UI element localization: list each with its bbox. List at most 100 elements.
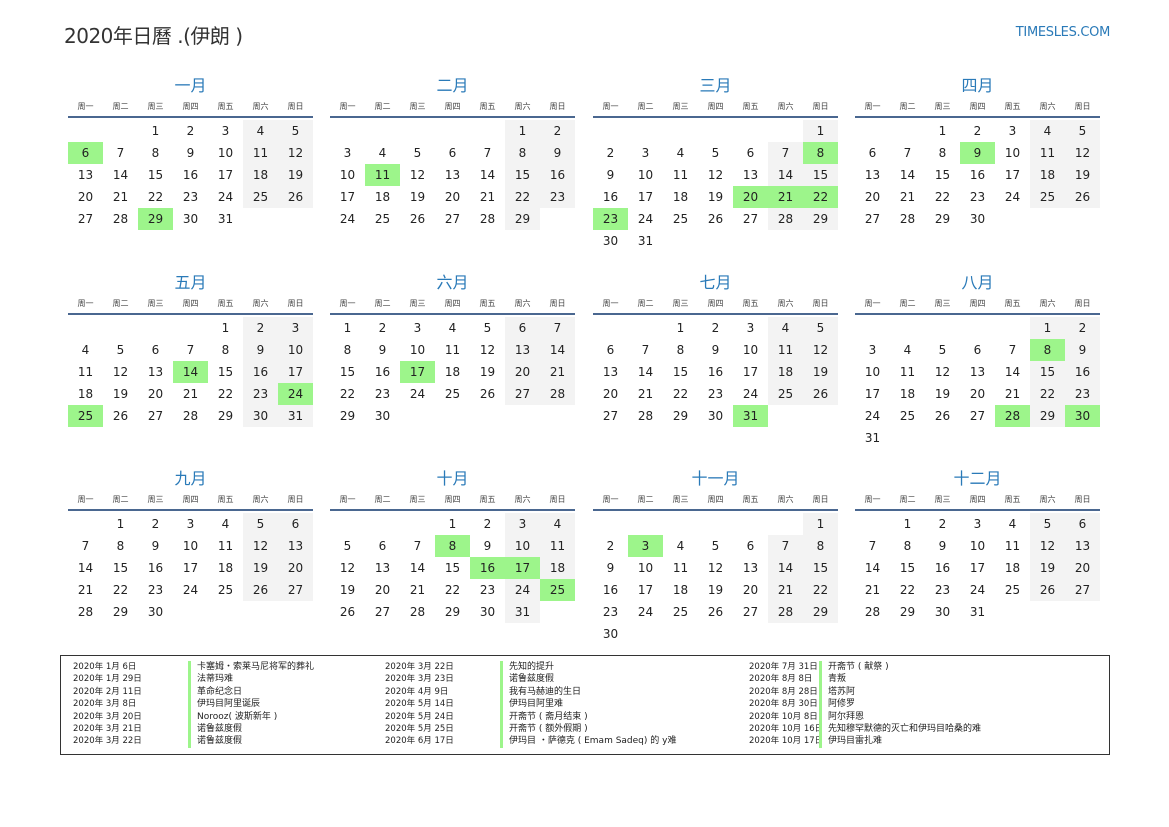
day[interactable]: 7 [186,343,195,357]
day[interactable]: 9 [378,343,387,357]
day[interactable]: 25 [217,583,234,597]
day[interactable]: 21 [637,387,654,401]
day[interactable]: 30 [602,627,619,641]
day[interactable]: 26 [479,387,496,401]
day[interactable]: 5 [711,539,720,553]
holiday-day[interactable]: 23 [593,208,628,230]
day[interactable]: 13 [1065,535,1100,557]
day[interactable]: 11 [217,539,234,553]
day[interactable]: 24 [637,605,654,619]
day[interactable]: 3 [973,517,982,531]
holiday-day[interactable]: 21 [768,186,803,208]
day[interactable]: 5 [938,343,947,357]
day[interactable]: 9 [243,339,278,361]
day[interactable]: 6 [973,343,982,357]
day[interactable]: 21 [112,190,129,204]
day[interactable]: 27 [147,409,164,423]
day[interactable]: 10 [339,168,356,182]
day[interactable]: 20 [969,387,986,401]
day[interactable]: 18 [899,387,916,401]
day[interactable]: 20 [505,361,540,383]
day[interactable]: 23 [243,383,278,405]
day[interactable]: 2 [186,124,195,138]
day[interactable]: 17 [339,190,356,204]
day[interactable]: 2 [540,120,575,142]
day[interactable]: 16 [707,365,724,379]
day[interactable]: 30 [147,605,164,619]
day[interactable]: 17 [217,168,234,182]
day[interactable]: 25 [768,383,803,405]
day[interactable]: 27 [77,212,94,226]
day[interactable]: 23 [182,190,199,204]
day[interactable]: 11 [540,535,575,557]
day[interactable]: 4 [903,343,912,357]
day[interactable]: 11 [444,343,461,357]
day[interactable]: 11 [77,365,94,379]
day[interactable]: 12 [707,561,724,575]
day[interactable]: 13 [444,168,461,182]
day[interactable]: 13 [147,365,164,379]
day[interactable]: 23 [374,387,391,401]
day[interactable]: 31 [505,601,540,623]
day[interactable]: 27 [278,579,313,601]
day[interactable]: 31 [637,234,654,248]
day[interactable]: 10 [637,168,654,182]
day[interactable]: 29 [505,208,540,230]
day[interactable]: 18 [444,365,461,379]
day[interactable]: 24 [864,409,881,423]
day[interactable]: 19 [803,361,838,383]
day[interactable]: 22 [899,583,916,597]
day[interactable]: 10 [182,539,199,553]
holiday-day[interactable]: 24 [278,383,313,405]
day[interactable]: 3 [278,317,313,339]
day[interactable]: 30 [602,234,619,248]
day[interactable]: 1 [221,321,230,335]
day[interactable]: 1 [803,120,838,142]
day[interactable]: 6 [151,343,160,357]
day[interactable]: 28 [479,212,496,226]
day[interactable]: 13 [864,168,881,182]
day[interactable]: 26 [934,409,951,423]
day[interactable]: 26 [1030,579,1065,601]
day[interactable]: 22 [444,583,461,597]
day[interactable]: 17 [182,561,199,575]
day[interactable]: 2 [378,321,387,335]
day[interactable]: 14 [540,339,575,361]
day[interactable]: 3 [505,513,540,535]
day[interactable]: 1 [343,321,352,335]
day[interactable]: 26 [112,409,129,423]
holiday-day[interactable]: 17 [505,557,540,579]
day[interactable]: 4 [378,146,387,160]
day[interactable]: 2 [483,517,492,531]
day[interactable]: 1 [803,513,838,535]
day[interactable]: 12 [803,339,838,361]
day[interactable]: 29 [444,605,461,619]
day[interactable]: 14 [899,168,916,182]
day[interactable]: 11 [672,168,689,182]
day[interactable]: 20 [374,583,391,597]
day[interactable]: 5 [116,343,125,357]
day[interactable]: 24 [637,212,654,226]
day[interactable]: 13 [278,535,313,557]
day[interactable]: 12 [339,561,356,575]
day[interactable]: 29 [339,409,356,423]
day[interactable]: 27 [742,605,759,619]
day[interactable]: 14 [409,561,426,575]
day[interactable]: 5 [1030,513,1065,535]
day[interactable]: 21 [540,361,575,383]
day[interactable]: 29 [803,208,838,230]
day[interactable]: 6 [746,146,755,160]
day[interactable]: 12 [278,142,313,164]
day[interactable]: 18 [243,164,278,186]
day[interactable]: 30 [182,212,199,226]
day[interactable]: 25 [672,212,689,226]
day[interactable]: 1 [505,120,540,142]
day[interactable]: 9 [1065,339,1100,361]
day[interactable]: 2 [711,321,720,335]
day[interactable]: 28 [182,409,199,423]
day[interactable]: 6 [505,317,540,339]
holiday-day[interactable]: 20 [733,186,768,208]
holiday-day[interactable]: 28 [995,405,1030,427]
day[interactable]: 22 [672,387,689,401]
day[interactable]: 4 [221,517,230,531]
